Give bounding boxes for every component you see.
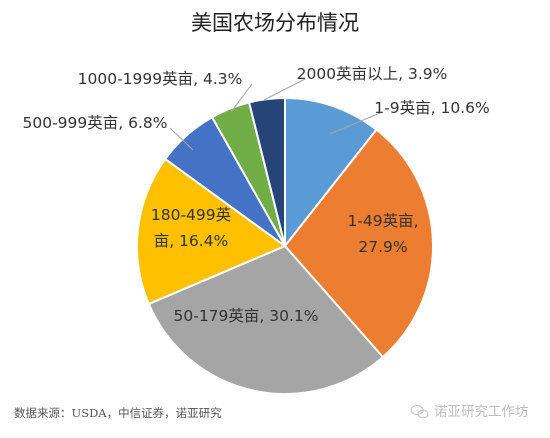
data-label: 2000英亩以上, 3.9%: [297, 65, 448, 83]
leader-line: [230, 83, 253, 113]
leader-line: [263, 78, 306, 101]
pie-slice: [284, 96, 378, 249]
source-note: 数据来源：USDA，中信证券，诺亚研究: [14, 406, 222, 420]
data-label: 1000-1999英亩, 4.3%: [78, 70, 243, 88]
watermark: 诺亚研究工作坊: [410, 404, 529, 420]
leader-lines: [169, 78, 381, 151]
leader-line: [329, 112, 381, 135]
pie-slice: [283, 128, 434, 359]
pie-slice: [247, 96, 286, 247]
data-label: 1-9英亩, 10.6%: [374, 99, 489, 117]
pie-slice: [136, 157, 288, 306]
data-labels: 1-9英亩, 10.6% 1-49英亩, 27.9% 50-179英亩, 30.1% 1…: [23, 65, 490, 325]
watermark-text: 诺亚研究工作坊: [434, 404, 529, 420]
data-label: 1-49英亩, 27.9%: [347, 212, 418, 256]
chart-title: 美国农场分布情况: [191, 11, 359, 35]
data-label: 180-499英亩, 16.4%: [151, 206, 232, 250]
data-label: 500-999英亩, 6.8%: [23, 114, 168, 132]
wechat-logo-icon: [410, 404, 429, 419]
pie-slice: [147, 244, 385, 395]
data-label: 50-179英亩, 30.1%: [174, 307, 319, 325]
pie-slices: [136, 96, 434, 395]
leader-line: [169, 127, 194, 151]
